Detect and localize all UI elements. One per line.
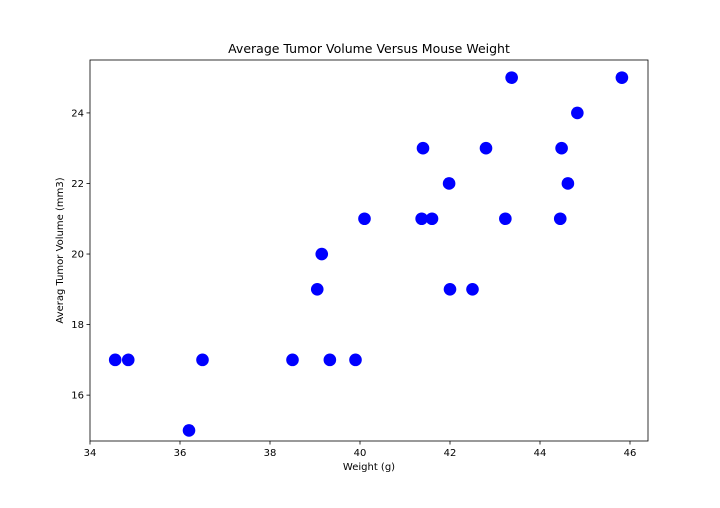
scatter-point — [358, 212, 371, 226]
scatter-point — [479, 141, 493, 155]
x-tick-label: 44 — [534, 448, 547, 459]
x-axis-label: Weight (g) — [343, 462, 395, 473]
y-tick-label: 18 — [71, 320, 84, 331]
scatter-point — [561, 177, 575, 190]
scatter-point — [555, 141, 568, 155]
scatter-point — [182, 424, 196, 437]
scatter-point — [425, 212, 439, 226]
x-tick-label: 34 — [84, 448, 97, 459]
scatter-point — [286, 353, 299, 367]
scatter-point — [443, 283, 457, 296]
scatter-point — [615, 71, 629, 84]
scatter-point — [553, 212, 567, 226]
scatter-point — [108, 353, 122, 367]
scatter-point — [196, 353, 209, 367]
chart-title: Average Tumor Volume Versus Mouse Weight — [228, 41, 510, 56]
y-tick-label: 24 — [71, 108, 84, 119]
data-points — [108, 71, 629, 437]
scatter-point — [121, 353, 135, 367]
x-tick-label: 38 — [264, 448, 277, 459]
x-tick-label: 36 — [174, 448, 187, 459]
y-tick-label: 22 — [71, 179, 84, 190]
scatter-point — [571, 106, 584, 120]
scatter-point — [310, 283, 324, 296]
scatter-point — [442, 177, 456, 190]
scatter-point — [323, 353, 337, 367]
plot-frame — [89, 59, 649, 442]
scatter-point — [349, 353, 362, 367]
scatter-point — [415, 212, 428, 226]
y-tick-label: 20 — [71, 250, 84, 261]
axis-ticks: 34 36 38 40 42 44 46 16 18 20 22 24 — [71, 108, 636, 459]
y-axis-label: Averag Tumor Volume (mm3) — [55, 177, 66, 323]
x-tick-label: 46 — [624, 448, 637, 459]
x-tick-label: 42 — [444, 448, 457, 459]
scatter-point — [416, 141, 430, 155]
scatter-point — [505, 71, 518, 84]
scatter-point — [499, 212, 512, 226]
scatter-point — [466, 283, 479, 296]
x-tick-label: 40 — [354, 448, 367, 459]
scatter-point — [315, 247, 329, 261]
y-tick-label: 16 — [71, 391, 84, 402]
